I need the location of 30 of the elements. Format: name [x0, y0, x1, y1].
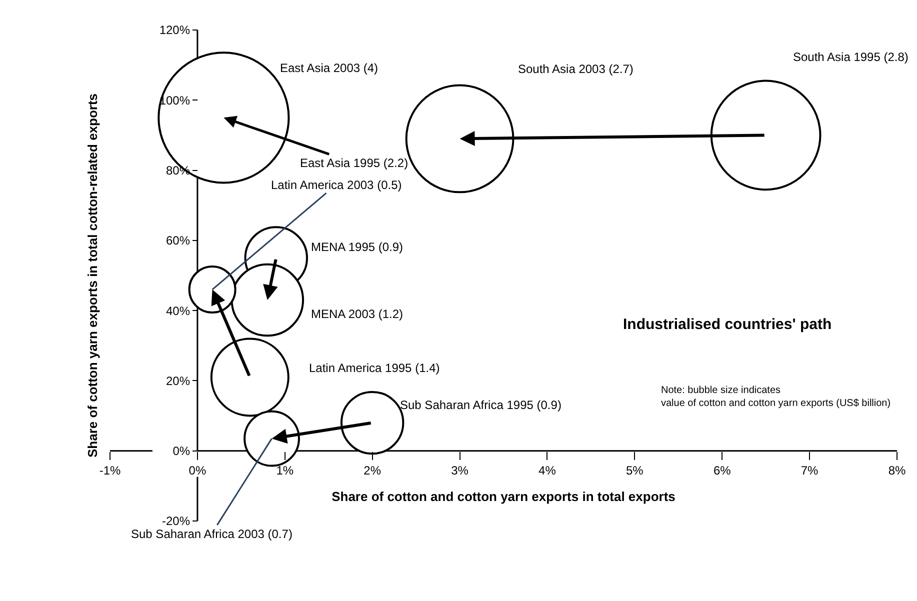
x-tick-label: 7%	[800, 463, 819, 478]
x-axis-title: Share of cotton and cotton yarn exports in total exports	[332, 488, 676, 504]
y-axis-title: Share of cotton yarn exports in total cotton-related exports	[84, 93, 100, 458]
y-tick-label: 40%	[166, 304, 190, 318]
data-label: MENA 1995 (0.9)	[311, 240, 404, 254]
y-tick-label: 0%	[172, 444, 190, 458]
x-tick-label: -1%	[99, 463, 121, 478]
x-tick-label: 4%	[538, 463, 556, 478]
x-tick-label: 1%	[276, 463, 294, 478]
data-label: MENA 2003 (1.2)	[311, 307, 404, 321]
x-tick-label: 0%	[188, 463, 206, 478]
y-tick-label: -20%	[162, 514, 190, 528]
data-label: South Asia 2003 (2.7)	[518, 62, 634, 76]
data-label: Sub Saharan Africa 2003 (0.7)	[131, 527, 292, 541]
annotation: East Asia 1995 (2.2)	[300, 156, 408, 170]
data-label: Sub Saharan Africa 1995 (0.9)	[400, 398, 562, 412]
y-tick-label: 60%	[166, 234, 190, 248]
data-label: South Asia 1995 (2.8)	[793, 50, 908, 64]
x-tick-label: 8%	[888, 463, 906, 478]
x-tick-label: 6%	[713, 463, 732, 478]
y-tick-label: 20%	[166, 374, 190, 388]
annotation: Note: bubble size indicates value of cotton and cotton yarn exports (US$ billion)	[661, 385, 891, 409]
data-label: Latin America 1995 (1.4)	[309, 361, 440, 375]
y-tick-label: 120%	[159, 23, 190, 38]
data-label: Latin America 2003 (0.5)	[271, 178, 402, 192]
x-tick-label: 3%	[451, 463, 469, 478]
x-tick-label: 2%	[364, 463, 382, 478]
annotation: Industrialised countries' path	[623, 316, 832, 333]
x-tick-label: 5%	[626, 463, 644, 478]
data-label: East Asia 2003 (4)	[280, 61, 378, 75]
